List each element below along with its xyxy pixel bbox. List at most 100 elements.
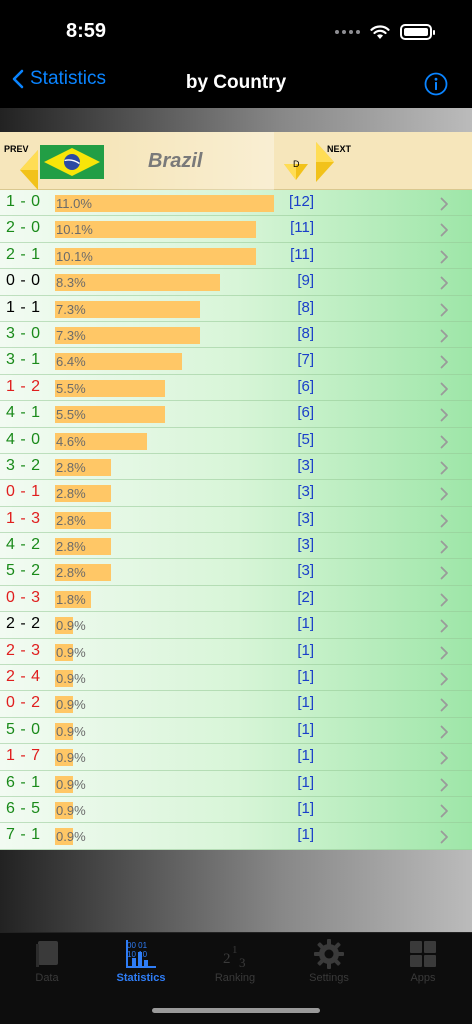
svg-text:10 10: 10 10 xyxy=(127,950,148,959)
percentage-label: 0.9% xyxy=(56,644,86,660)
score-label: 1 - 0 xyxy=(6,193,41,210)
chevron-right-icon xyxy=(440,699,448,712)
result-row[interactable]: 1 - 3 2.8% [3] xyxy=(0,507,472,534)
tab-ranking[interactable]: 2 1 3 Ranking xyxy=(188,937,282,989)
percentage-label: 0.9% xyxy=(56,723,86,739)
result-row[interactable]: 0 - 1 2.8% [3] xyxy=(0,480,472,507)
percentage-label: 2.8% xyxy=(56,512,86,528)
result-row[interactable]: 4 - 2 2.8% [3] xyxy=(0,533,472,560)
result-row[interactable]: 5 - 2 2.8% [3] xyxy=(0,559,472,586)
score-label: 4 - 2 xyxy=(6,536,41,554)
tab-label: Apps xyxy=(410,972,436,984)
percentage-bar xyxy=(55,326,200,344)
result-row[interactable]: 2 - 1 10.1% [11] xyxy=(0,243,472,270)
match-count: [1] xyxy=(297,641,314,659)
info-button[interactable] xyxy=(424,72,448,101)
battery-icon xyxy=(400,24,435,40)
result-row[interactable]: 2 - 0 10.1% [11] xyxy=(0,216,472,243)
score-label: 7 - 1 xyxy=(6,826,41,844)
back-button[interactable]: Statistics xyxy=(12,68,106,90)
result-row[interactable]: 4 - 1 5.5% [6] xyxy=(0,401,472,428)
score-label: 1 - 3 xyxy=(6,509,41,527)
match-count: [11] xyxy=(290,245,314,263)
status-bar: 8:59 xyxy=(0,0,472,62)
chevron-right-icon xyxy=(440,382,448,396)
percentage-label: 10.1% xyxy=(56,222,93,238)
apps-grid-icon xyxy=(376,937,470,971)
tab-statistics[interactable]: 00 01 10 10 Statistics xyxy=(94,937,188,989)
result-row[interactable]: 3 - 2 2.8% [3] xyxy=(0,454,472,481)
result-row[interactable]: 4 - 0 4.6% [5] xyxy=(0,428,472,454)
result-row[interactable]: 2 - 2 0.9% [1] xyxy=(0,612,472,639)
percentage-bar xyxy=(55,511,111,529)
result-row[interactable]: 2 - 4 0.9% [1] xyxy=(0,665,472,692)
score-label: 0 - 2 xyxy=(6,694,41,712)
chevron-right-icon xyxy=(440,672,448,686)
chevron-right-icon xyxy=(440,223,448,237)
header-divider-band xyxy=(0,108,472,132)
match-count: [3] xyxy=(297,509,314,527)
percentage-bar xyxy=(55,696,73,714)
percentage-bar xyxy=(55,670,73,688)
percentage-label: 2.8% xyxy=(56,459,86,475)
score-label: 0 - 1 xyxy=(6,483,41,501)
percentage-bar xyxy=(55,274,220,292)
score-label: 0 - 3 xyxy=(6,588,41,606)
percentage-bar xyxy=(55,300,200,318)
percentage-label: 0.9% xyxy=(56,697,86,713)
match-count: [3] xyxy=(297,483,314,501)
chevron-right-icon xyxy=(440,540,448,554)
score-label: 2 - 1 xyxy=(6,245,41,263)
match-count: [3] xyxy=(297,536,314,554)
brazil-flag-icon xyxy=(40,145,104,179)
result-row[interactable]: 2 - 3 0.9% [1] xyxy=(0,639,472,666)
result-row[interactable]: 6 - 5 0.9% [1] xyxy=(0,797,472,824)
result-row[interactable]: 6 - 1 0.9% [1] xyxy=(0,771,472,797)
prev-country-button[interactable]: PREV xyxy=(4,140,38,190)
match-count: [6] xyxy=(297,404,314,422)
result-row[interactable]: 1 - 0 11.0% [12] xyxy=(0,190,472,217)
percentage-bar xyxy=(55,828,73,846)
score-label: 5 - 2 xyxy=(6,562,41,580)
score-label: 5 - 0 xyxy=(6,720,41,738)
country-header: PREV Brazil D NEXT xyxy=(0,132,472,190)
result-row[interactable]: 1 - 7 0.9% [1] xyxy=(0,744,472,771)
percentage-bar xyxy=(55,538,111,556)
percentage-label: 10.1% xyxy=(56,248,93,264)
result-row[interactable]: 1 - 1 7.3% [8] xyxy=(0,296,472,322)
percentage-bar xyxy=(55,221,256,239)
result-row[interactable]: 0 - 3 1.8% [2] xyxy=(0,586,472,613)
next-country-button[interactable]: NEXT xyxy=(316,140,356,184)
tab-data[interactable]: Data xyxy=(0,937,94,989)
result-row[interactable]: 7 - 1 0.9% [1] xyxy=(0,823,472,850)
tab-settings[interactable]: Settings xyxy=(282,937,376,989)
tab-apps[interactable]: Apps xyxy=(376,937,470,989)
percentage-bar xyxy=(55,617,73,635)
result-row[interactable]: 1 - 2 5.5% [6] xyxy=(0,375,472,402)
percentage-label: 1.8% xyxy=(56,591,86,607)
result-row[interactable]: 0 - 0 8.3% [9] xyxy=(0,269,472,296)
result-row[interactable]: 0 - 2 0.9% [1] xyxy=(0,691,472,718)
sort-letter: D xyxy=(293,159,300,169)
chevron-right-icon xyxy=(440,751,448,765)
chevron-right-icon xyxy=(440,487,448,501)
percentage-label: 7.3% xyxy=(56,301,86,317)
footer-divider-band xyxy=(0,850,472,932)
result-row[interactable]: 3 - 0 7.3% [8] xyxy=(0,322,472,349)
chevron-right-icon xyxy=(440,514,448,528)
score-label: 2 - 4 xyxy=(6,668,41,686)
percentage-bar xyxy=(55,458,111,476)
chevron-right-icon xyxy=(440,461,448,475)
percentage-bar xyxy=(55,643,73,661)
match-count: [1] xyxy=(297,799,314,817)
arrow-left-icon xyxy=(20,150,38,190)
chevron-right-icon xyxy=(440,830,448,844)
ranking-icon: 2 1 3 xyxy=(188,937,282,971)
sort-button[interactable]: D xyxy=(284,154,308,180)
result-row[interactable]: 5 - 0 0.9% [1] xyxy=(0,718,472,745)
percentage-label: 6.4% xyxy=(56,354,86,370)
score-label: 2 - 0 xyxy=(6,219,41,237)
result-row[interactable]: 3 - 1 6.4% [7] xyxy=(0,348,472,375)
percentage-label: 0.9% xyxy=(56,750,86,766)
percentage-label: 0.9% xyxy=(56,671,86,687)
